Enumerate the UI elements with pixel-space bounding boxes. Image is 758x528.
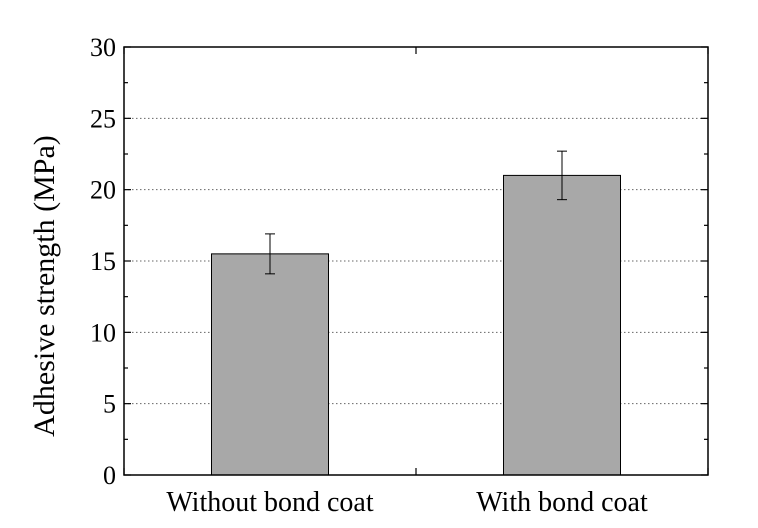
bars — [211, 150, 621, 476]
y-tick-label-30: 30 — [90, 33, 116, 62]
x-tick-label-1: With bond coat — [476, 487, 648, 518]
y-axis-title: Adhesive strength (MPa) — [28, 135, 61, 437]
y-tick-label-20: 20 — [90, 176, 116, 205]
labels: Without bond coat With bond coat 0 5 10 15 20 2… — [90, 33, 648, 518]
bar-1 — [503, 174, 621, 476]
x-tick-label-0: Without bond coat — [166, 487, 374, 518]
y-tick-label-15: 15 — [90, 247, 116, 276]
y-tick-label-10: 10 — [90, 318, 116, 347]
axes — [123, 46, 709, 476]
y-tick-label-0: 0 — [103, 461, 116, 490]
y-tick-label-5: 5 — [103, 390, 116, 419]
bar-0 — [211, 253, 329, 476]
y-tick-label-25: 25 — [90, 104, 116, 133]
